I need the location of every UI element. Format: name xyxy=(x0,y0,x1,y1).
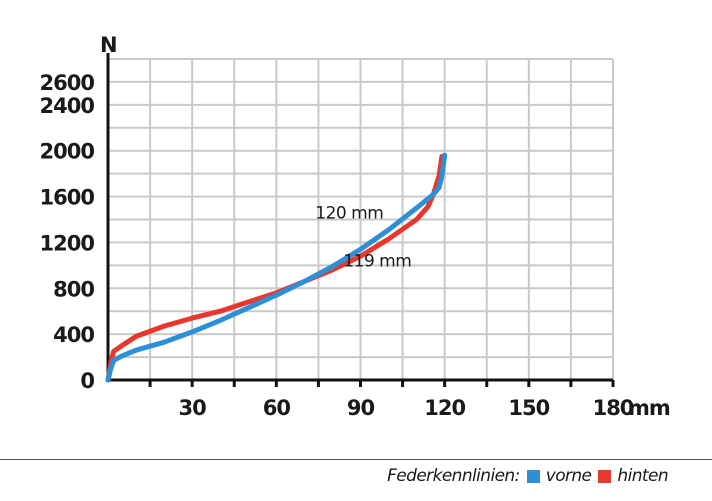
y-tick-label: 2000 xyxy=(40,140,95,164)
x-axis-unit: mm xyxy=(628,396,670,420)
y-tick-label: 1200 xyxy=(40,231,95,255)
grid xyxy=(108,58,614,380)
annotations: 120 mm 119 mm xyxy=(315,203,412,272)
legend-label-vorne: vorne xyxy=(545,466,592,486)
x-tick-label: 180 xyxy=(593,396,634,420)
legend-title: Federkennlinien: xyxy=(387,466,520,486)
y-tick-label: 400 xyxy=(53,323,94,347)
x-tick-label: 30 xyxy=(179,396,207,420)
y-tick-label: 2600 xyxy=(40,71,95,95)
x-tick-label: 150 xyxy=(508,396,549,420)
annotation-1: 119 mm xyxy=(343,252,411,272)
y-axis-label: N xyxy=(100,33,117,57)
x-tick-label: 60 xyxy=(263,396,291,420)
y-tick-label: 800 xyxy=(53,277,94,301)
y-tick-label: 2400 xyxy=(40,94,95,118)
footer-divider xyxy=(0,459,712,460)
legend: Federkennlinien: vorne hinten xyxy=(387,466,669,486)
y-tick-label: 1600 xyxy=(40,186,95,210)
legend-swatch-hinten xyxy=(598,469,612,483)
series-lines xyxy=(105,152,448,383)
series-line-vorne xyxy=(105,152,448,383)
legend-swatch-vorne xyxy=(526,469,540,483)
annotation-0: 120 mm xyxy=(315,203,383,223)
legend-label-hinten: hinten xyxy=(617,466,668,486)
x-tick-label: 120 xyxy=(424,396,465,420)
axes xyxy=(106,53,615,387)
x-tick-label: 90 xyxy=(347,396,375,420)
y-tick-label: 0 xyxy=(80,369,94,393)
